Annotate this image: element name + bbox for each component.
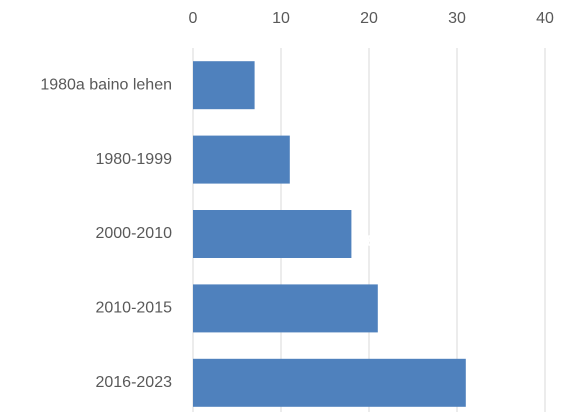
x-tick-label: 40 bbox=[536, 10, 554, 27]
data-label: 21 bbox=[384, 308, 402, 325]
y-tick-label: 1980a baino lehen bbox=[40, 76, 172, 93]
x-tick-label: 30 bbox=[448, 10, 466, 27]
bar bbox=[193, 61, 255, 110]
y-tick-label: 2010-2015 bbox=[95, 300, 172, 317]
y-tick-label: 2000-2010 bbox=[95, 225, 172, 242]
bar bbox=[193, 135, 290, 184]
data-label: 11 bbox=[296, 159, 313, 176]
data-label: 31 bbox=[472, 382, 490, 399]
x-tick-label: 20 bbox=[360, 10, 378, 27]
data-label: 7 bbox=[261, 84, 270, 101]
bar bbox=[193, 210, 352, 258]
bar bbox=[193, 358, 466, 407]
y-tick-label: 1980-1999 bbox=[95, 151, 172, 168]
bar bbox=[193, 284, 378, 333]
x-tick-label: 0 bbox=[189, 10, 198, 27]
x-tick-label: 10 bbox=[272, 10, 290, 27]
data-label: 18 bbox=[357, 233, 375, 250]
y-tick-label: 2016-2023 bbox=[95, 374, 172, 391]
